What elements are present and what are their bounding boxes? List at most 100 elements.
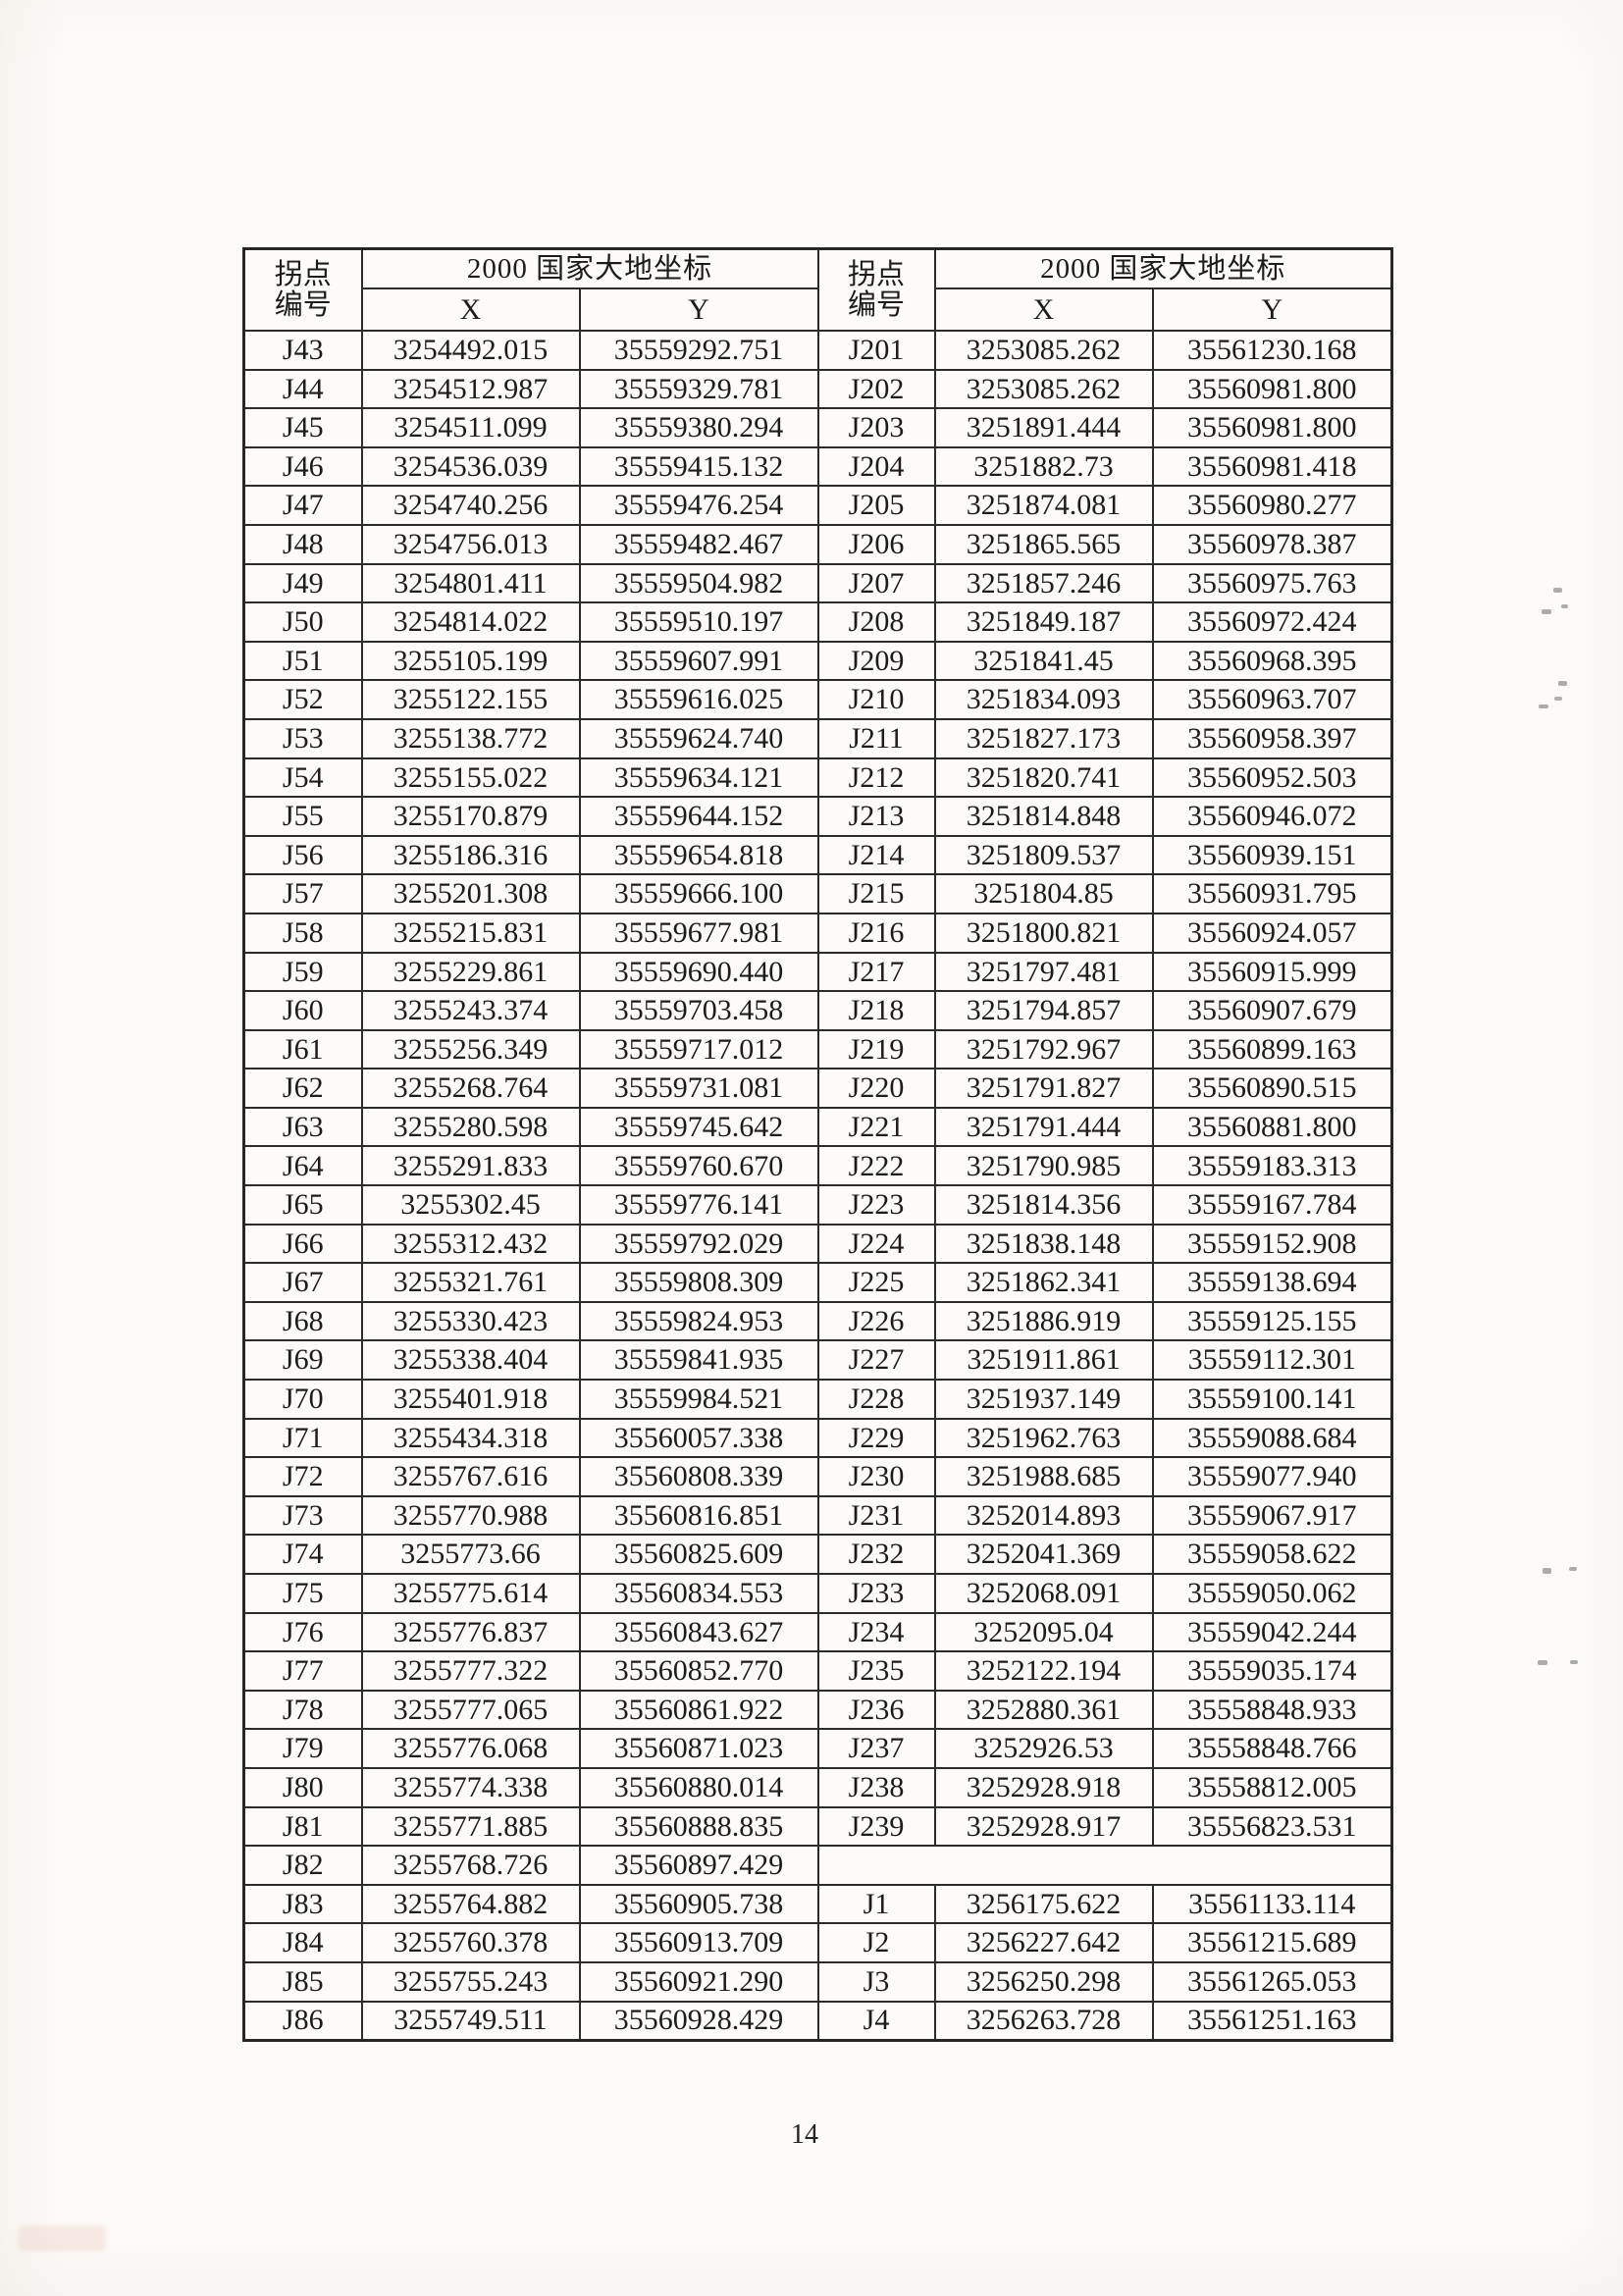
x-coord-cell: 3255321.761 [360,1262,581,1303]
table-row: J77 3255777.322 35560852.770 J235 3252122.19… [242,1650,1393,1692]
y-coord-cell: 35559380.294 [578,407,819,448]
y-coord-cell: 35559292.751 [578,330,819,371]
x-coord-cell: 3251841.45 [933,640,1154,682]
x-coord-cell: 3251814.848 [933,796,1154,837]
x-coord-cell: 3251804.85 [933,873,1154,914]
table-row: J80 3255774.338 35560880.014 J238 3252928.91… [242,1766,1393,1808]
point-id-cell: J68 [242,1300,363,1342]
table-body: J43 3254492.015 35559292.751 J201 3253085.26… [242,330,1393,2042]
x-coord-cell: 3255773.66 [360,1534,581,1575]
x-coord-cell: 3255767.616 [360,1456,581,1497]
point-id-cell: J219 [816,1028,936,1070]
y-coord-cell: 35560905.738 [578,1883,819,1925]
point-id-cell: J203 [816,407,936,448]
x-coord-cell: 3252880.361 [933,1689,1154,1731]
x-coord-cell: 3255280.598 [360,1106,581,1148]
y-coord-cell: 35559329.781 [578,368,819,410]
point-id-cell: J81 [242,1805,363,1848]
y-coord-cell: 35560871.023 [578,1728,819,1769]
y-coord-cell: 35559984.521 [578,1379,819,1420]
point-id-cell: J235 [816,1650,936,1692]
y-coord-cell: 35559808.309 [578,1262,819,1303]
y-coord-cell: 35560913.709 [578,1922,819,1963]
x-coord-cell: 3255215.831 [360,912,581,954]
table-row: J58 3255215.831 35559677.981 J216 3251800.82… [242,912,1393,954]
table-row: J60 3255243.374 35559703.458 J218 3251794.85… [242,990,1393,1031]
y-coord-cell: 35559476.254 [578,485,819,526]
x-coord-cell: 3255170.879 [360,796,581,837]
y-coord-cell: 35559654.818 [578,834,819,876]
x-coord-cell: 3251865.565 [933,523,1154,565]
point-id-cell: J49 [242,562,363,604]
point-id-cell: J58 [242,912,363,954]
y-coord-cell: 35560963.707 [1151,679,1393,720]
y-coord-cell: 35559152.908 [1151,1223,1393,1265]
x-coord-cell: 3251911.861 [933,1339,1154,1382]
y-coord-cell: 35559058.622 [1151,1534,1393,1575]
x-axis-header-left: X [360,287,581,332]
table-row: J45 3254511.099 35559380.294 J203 3251891.44… [242,407,1393,448]
y-coord-cell: 35559050.062 [1151,1573,1393,1614]
x-coord-cell: 3255155.022 [360,757,581,799]
point-id-cell: J225 [816,1262,936,1303]
x-coord-cell: 3255755.243 [360,1960,581,2003]
table-row: J71 3255434.318 35560057.338 J229 3251962.76… [242,1417,1393,1459]
x-coord-cell: 3255138.772 [360,717,581,759]
table-row: J79 3255776.068 35560871.023 J237 3252926.53… [242,1728,1393,1769]
y-coord-cell: 35559616.025 [578,679,819,720]
x-coord-cell: 3255302.45 [360,1184,581,1226]
y-coord-cell: 35561215.689 [1151,1922,1393,1963]
table-row: J69 3255338.404 35559841.935 J227 3251911.86… [242,1339,1393,1382]
point-id-cell: J214 [816,834,936,876]
table-row: J86 3255749.511 35560928.429 J4 3256263.728 3… [242,2000,1393,2042]
y-coord-cell: 35558812.005 [1151,1766,1393,1808]
y-coord-cell: 35559510.197 [578,601,819,643]
y-coord-cell: 35559088.684 [1151,1417,1393,1459]
table-row: J61 3255256.349 35559717.012 J219 3251792.96… [242,1028,1393,1070]
x-coord-cell: 3252095.04 [933,1611,1154,1653]
x-axis-header-right: X [933,287,1154,332]
x-coord-cell: 3255330.423 [360,1300,581,1342]
point-id-cell: J221 [816,1106,936,1148]
point-id-cell: J65 [242,1184,363,1226]
table-row: J43 3254492.015 35559292.751 J201 3253085.26… [242,330,1393,371]
x-coord-cell: 3255186.316 [360,834,581,876]
x-coord-cell: 3252041.369 [933,1534,1154,1575]
y-coord-cell: 35560825.609 [578,1534,819,1575]
x-coord-cell: 3255268.764 [360,1068,581,1109]
page-number: 14 [791,2119,818,2150]
point-id-cell: J67 [242,1262,363,1303]
y-coord-cell: 35560899.163 [1151,1028,1393,1070]
table-row: J54 3255155.022 35559634.121 J212 3251820.74… [242,757,1393,799]
point-id-cell: J48 [242,523,363,565]
table-row: J64 3255291.833 35559760.670 J222 3251790.98… [242,1145,1393,1187]
point-id-cell: J51 [242,640,363,682]
scan-speck [1553,588,1562,593]
point-id-cell: J79 [242,1728,363,1769]
x-coord-cell: 3253085.262 [933,368,1154,410]
y-coord-cell: 35559792.029 [578,1223,819,1265]
y-coord-cell: 35559690.440 [578,951,819,993]
x-coord-cell: 3251792.967 [933,1028,1154,1070]
point-id-cell: J3 [816,1960,936,2003]
x-coord-cell: 3255749.511 [360,2000,581,2042]
point-id-cell: J69 [242,1339,363,1382]
y-coord-cell: 35559624.740 [578,717,819,759]
y-coord-cell: 35559677.981 [578,912,819,954]
y-coord-cell: 35560890.515 [1151,1068,1393,1109]
point-id-cell: J71 [242,1417,363,1459]
y-coord-cell: 35559067.917 [1151,1494,1393,1537]
x-coord-cell: 3252928.918 [933,1766,1154,1808]
y-coord-cell: 35560843.627 [578,1611,819,1653]
point-id-cell: J62 [242,1068,363,1109]
x-coord-cell: 3252068.091 [933,1573,1154,1614]
table-row: J70 3255401.918 35559984.521 J228 3251937.14… [242,1379,1393,1420]
point-id-cell: J85 [242,1960,363,2003]
y-coord-cell: 35559167.784 [1151,1184,1393,1226]
x-coord-cell: 3255764.882 [360,1883,581,1925]
point-id-cell: J215 [816,873,936,914]
y-axis-header-left: Y [578,287,819,332]
point-id-cell: J84 [242,1922,363,1963]
y-coord-cell: 35560852.770 [578,1650,819,1692]
point-id-cell: J46 [242,445,363,488]
